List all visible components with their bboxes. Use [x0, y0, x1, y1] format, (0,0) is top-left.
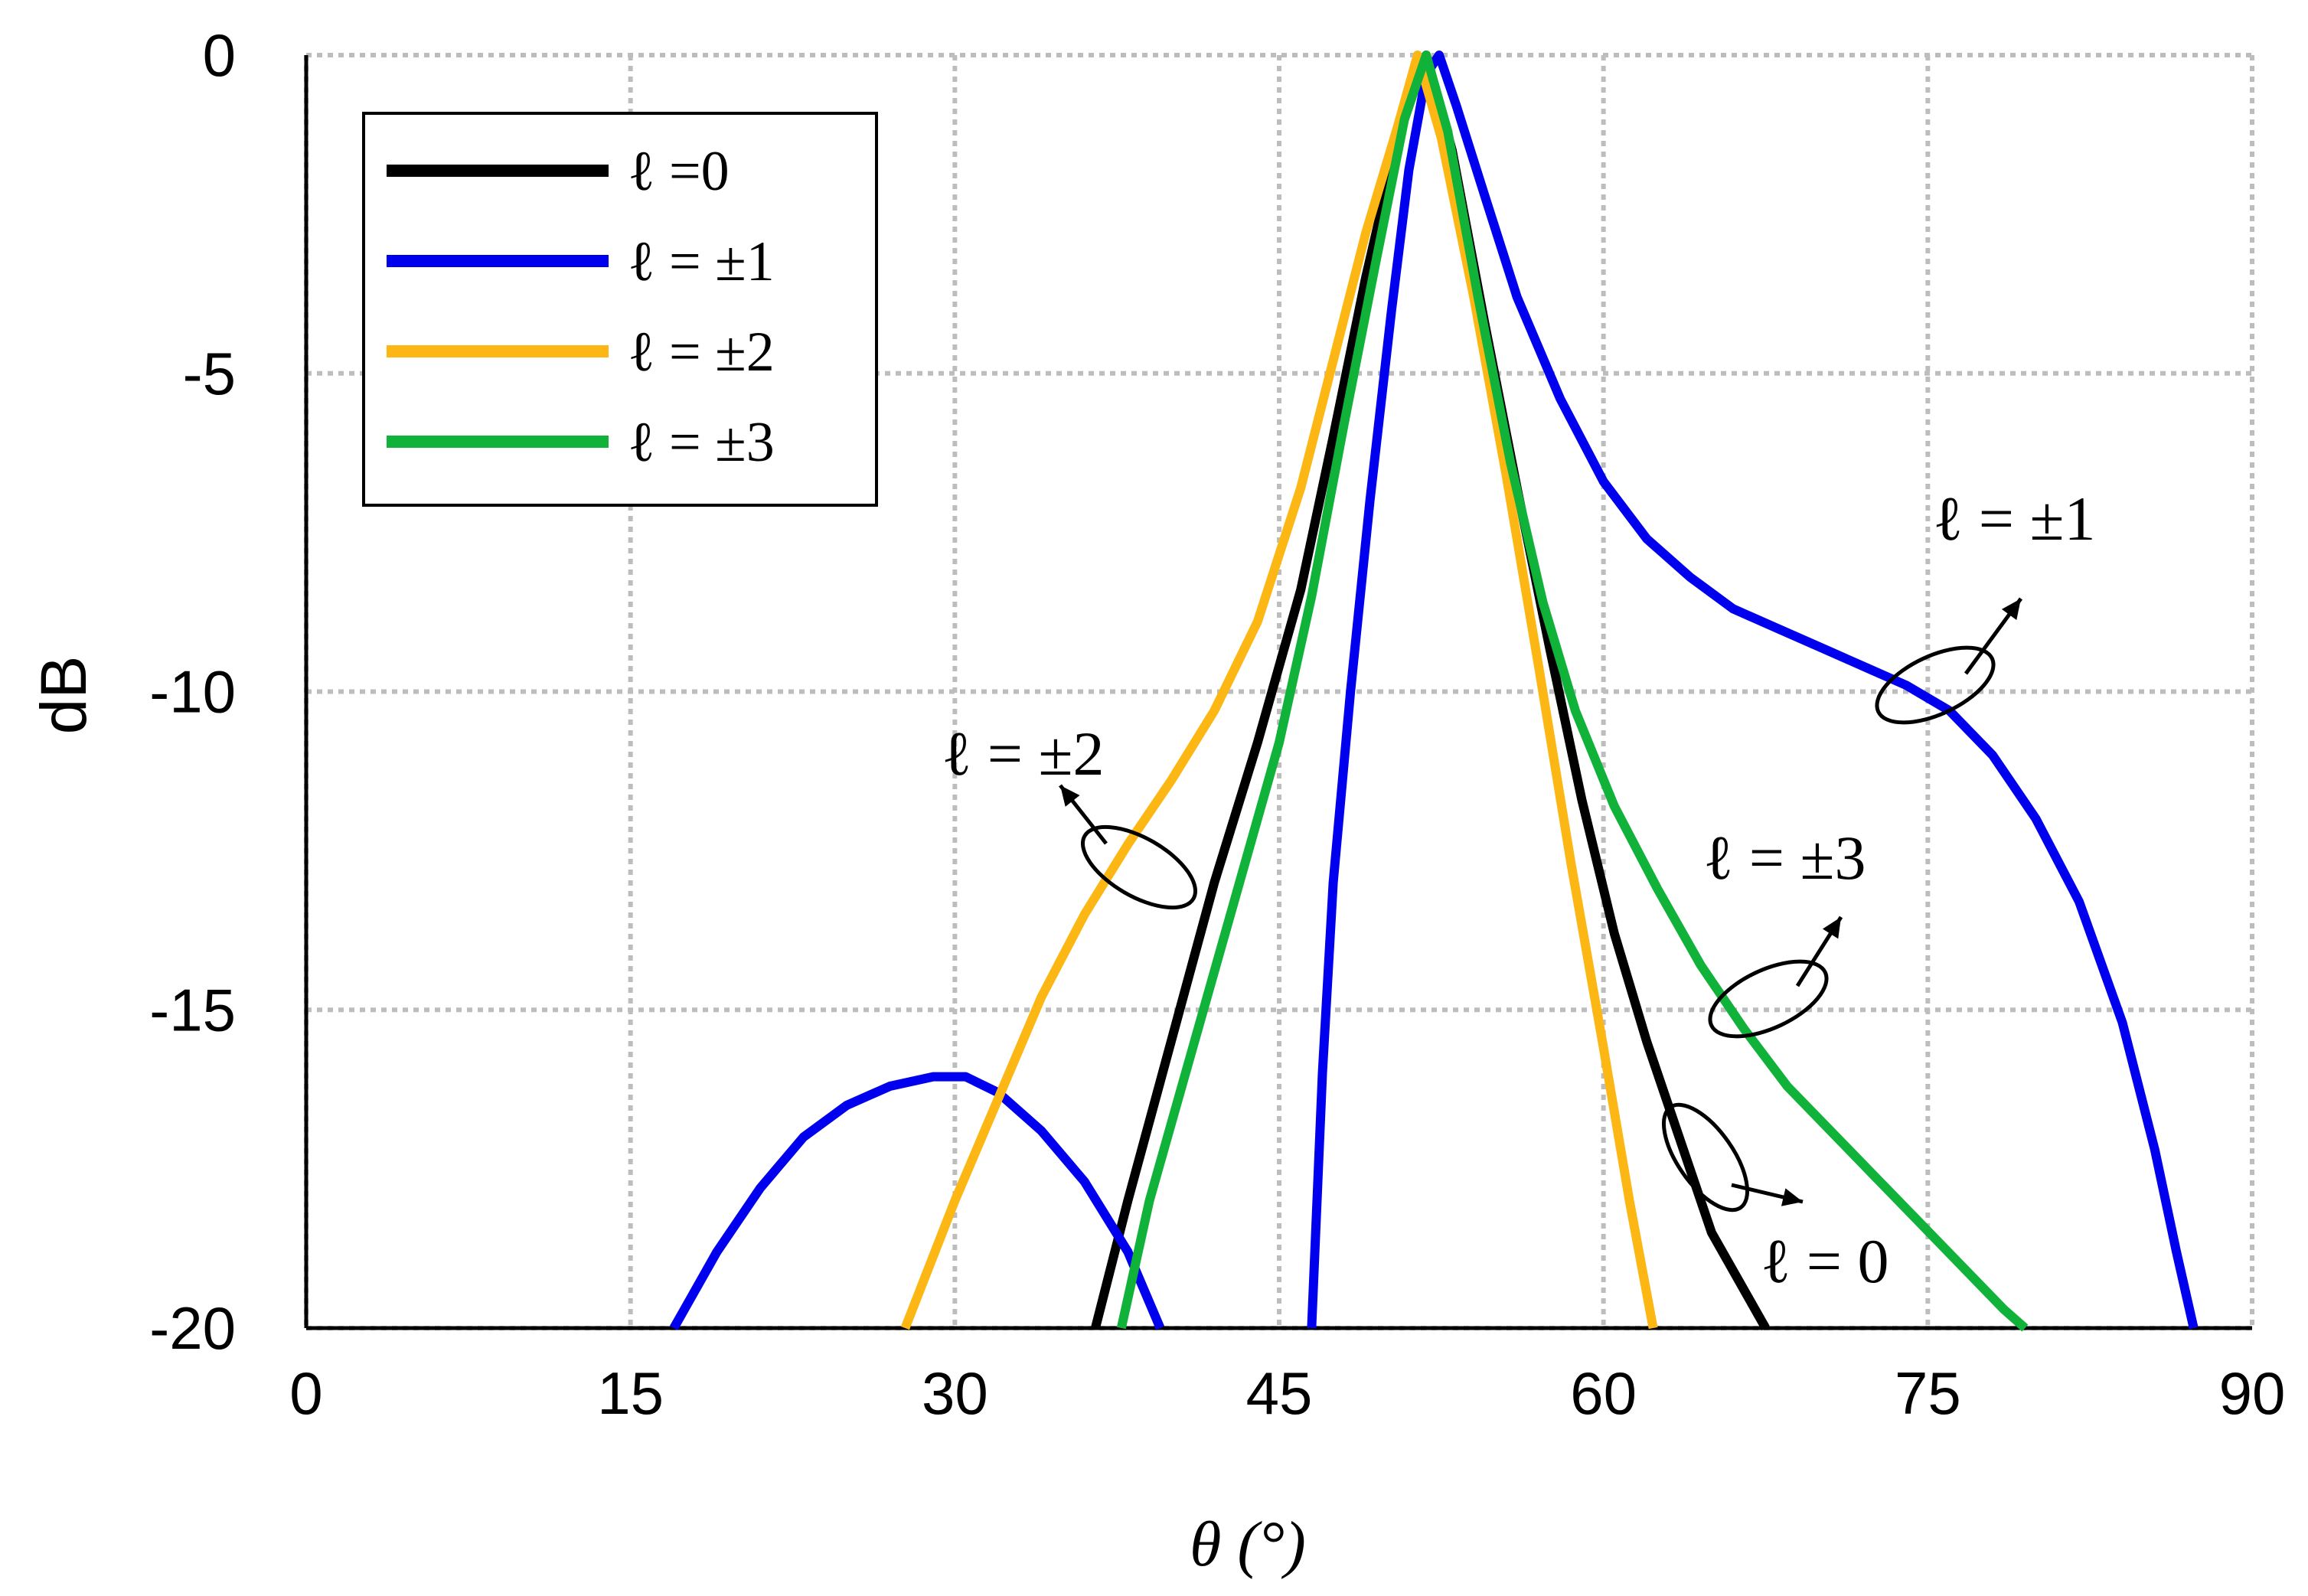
- annotation-label: ℓ = ±2: [942, 719, 1105, 788]
- series-group: [669, 51, 2199, 1332]
- annotation-label: ℓ = ±1: [1933, 484, 2096, 553]
- annotation-label: ℓ = 0: [1761, 1226, 1889, 1296]
- x-tick-label: 30: [922, 1359, 988, 1427]
- y-tick-label: -20: [149, 1294, 236, 1362]
- x-tick-label: 90: [2219, 1359, 2286, 1427]
- legend-label: ℓ = ±2: [628, 321, 775, 383]
- y-tick-label: 0: [203, 21, 236, 89]
- x-axis-label: θ (°): [1190, 1509, 1306, 1580]
- annotation-ellipse: [1875, 645, 1996, 725]
- x-tick-label: 0: [289, 1359, 322, 1427]
- tick-labels: 0 15 30 45 60 75 90 0 -5 -10 -15 -20: [149, 21, 2285, 1427]
- y-axis-label: dB: [28, 656, 100, 735]
- y-tick-label: -10: [149, 658, 236, 726]
- series-line: [900, 51, 1658, 1330]
- series-line: [1116, 51, 2029, 1332]
- annotation-arrow-head: [1822, 917, 1841, 939]
- x-tick-label: 75: [1895, 1359, 1961, 1427]
- legend-label: ℓ = ±1: [628, 230, 775, 293]
- annotation-arrow-head: [1060, 785, 1080, 807]
- annotation-ellipse: [1080, 824, 1198, 910]
- legend-label: ℓ = ±3: [628, 411, 775, 474]
- x-tick-label: 15: [597, 1359, 664, 1427]
- annotation-ellipse: [1708, 959, 1829, 1039]
- series-line: [1307, 51, 2199, 1330]
- legend: ℓ =0 ℓ = ±1 ℓ = ±2 ℓ = ±3: [362, 112, 878, 507]
- annotation-arrow-head: [2001, 599, 2021, 621]
- series-line: [669, 1072, 1165, 1330]
- x-tick-label: 60: [1570, 1359, 1637, 1427]
- annotation-label: ℓ = ±3: [1703, 823, 1866, 893]
- y-tick-label: -15: [149, 976, 236, 1043]
- y-tick-label: -5: [183, 340, 236, 407]
- annotation-ellipse: [1661, 1102, 1750, 1213]
- annotation-arrow-head: [1781, 1188, 1803, 1206]
- annotations: ℓ = ±1 ℓ = ±2 ℓ = ±3 ℓ = 0: [942, 484, 2096, 1296]
- legend-label: ℓ =0: [628, 140, 730, 203]
- plot-frame: [304, 55, 2252, 1330]
- x-tick-label: 45: [1246, 1359, 1313, 1427]
